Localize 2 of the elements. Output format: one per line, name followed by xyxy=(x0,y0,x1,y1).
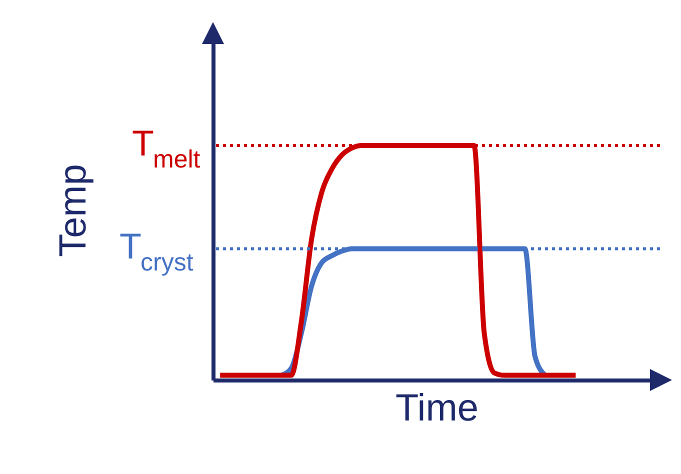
y-axis-title: Temp xyxy=(52,164,94,257)
x-axis-title: Time xyxy=(395,388,479,430)
